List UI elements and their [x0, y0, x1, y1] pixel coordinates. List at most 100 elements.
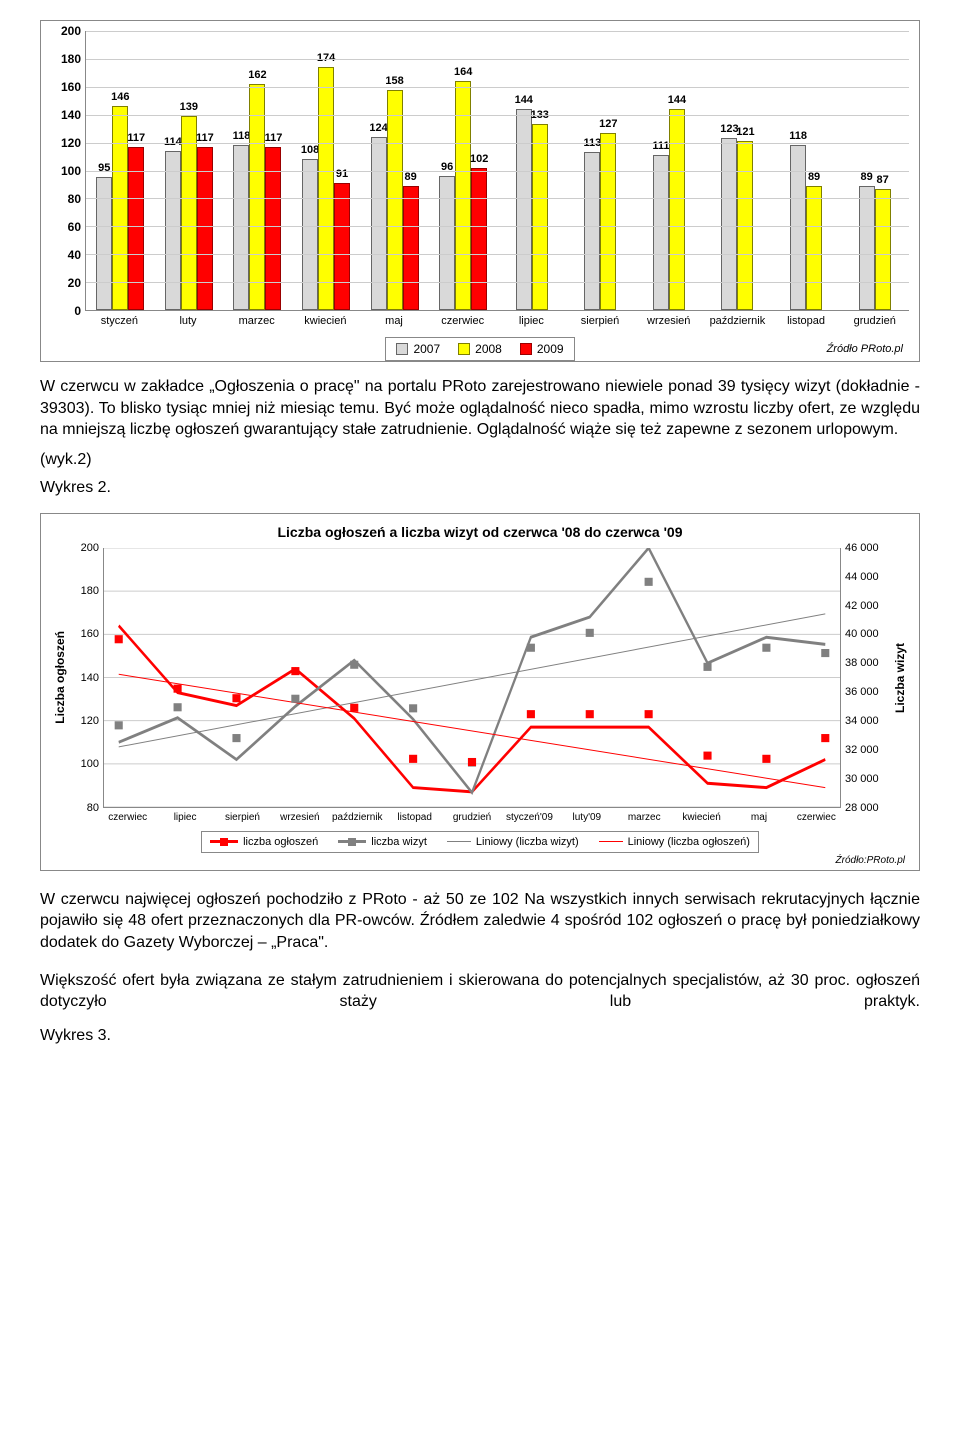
chart1-x-tick: sierpień: [566, 311, 635, 327]
chart-reference-wyk2: (wyk.2): [40, 451, 920, 469]
legend-item: liczba wizyt: [338, 836, 427, 848]
chart2-y-right-tick: 30 000: [845, 773, 879, 785]
paragraph-2: W czerwcu najwięcej ogłoszeń pochodziło …: [40, 889, 920, 954]
chart1-x-labels: styczeńlutymarzeckwiecieńmajczerwieclipi…: [85, 311, 909, 327]
bar: 89: [806, 186, 822, 310]
paragraph-1: W czerwcu w zakładce „Ogłoszenia o pracę…: [40, 376, 920, 441]
chart2-x-labels: czerwieclipiecsierpieńwrzesieńpaździerni…: [99, 808, 845, 823]
chart-reference-wykres3: Wykres 3.: [40, 1027, 920, 1045]
chart2-x-tick: czerwiec: [788, 808, 845, 823]
chart2-x-tick: styczeń'09: [501, 808, 558, 823]
bar: 144: [669, 109, 685, 310]
chart2-y-right-axis: 28 00030 00032 00034 00036 00038 00040 0…: [841, 548, 891, 808]
chart2-y-left-tick: 140: [81, 672, 99, 684]
bar: 111: [653, 155, 669, 310]
bar: 89: [403, 186, 419, 310]
bar: 87: [875, 189, 891, 310]
bar-value-label: 164: [454, 66, 472, 78]
chart2-x-tick: listopad: [386, 808, 443, 823]
bar-value-label: 146: [111, 91, 129, 103]
chart2-legend: liczba ogłoszeńliczba wizytLiniowy (licz…: [201, 831, 759, 853]
bar: 174: [318, 67, 334, 310]
chart2-y-right-tick: 34 000: [845, 715, 879, 727]
chart2-x-tick: maj: [730, 808, 787, 823]
bar: 108: [302, 159, 318, 310]
bar-value-label: 108: [301, 144, 319, 156]
chart1-x-tick: marzec: [222, 311, 291, 327]
bar-value-label: 139: [180, 101, 198, 113]
chart2-y-right-tick: 42 000: [845, 600, 879, 612]
legend-item: 2008: [458, 342, 502, 356]
chart1-x-tick: maj: [360, 311, 429, 327]
chart2-x-tick: luty'09: [558, 808, 615, 823]
chart1-x-tick: grudzień: [840, 311, 909, 327]
chart1-y-tick: 140: [61, 108, 81, 122]
chart2-x-tick: kwiecień: [673, 808, 730, 823]
bar: 127: [600, 133, 616, 310]
chart2-y-left-label: Liczba ogłoszeń: [51, 631, 69, 724]
chart2-y-left-tick: 160: [81, 628, 99, 640]
chart1-x-tick: październik: [703, 311, 772, 327]
bar: 139: [181, 116, 197, 310]
chart2-y-right-label: Liczba wizyt: [891, 643, 909, 713]
bar-value-label: 95: [98, 162, 110, 174]
chart2-y-left-tick: 80: [87, 802, 99, 814]
bar-value-label: 124: [369, 122, 387, 134]
chart2-line-chart: Liczba ogłoszeń a liczba wizyt od czerwc…: [40, 513, 920, 871]
chart2-x-tick: lipiec: [156, 808, 213, 823]
bar-value-label: 89: [861, 171, 873, 183]
bar: 89: [859, 186, 875, 310]
bar-value-label: 144: [668, 94, 686, 106]
bar: 124: [371, 137, 387, 310]
bar-value-label: 121: [736, 126, 754, 138]
chart2-x-tick: sierpień: [214, 808, 271, 823]
bar: 113: [584, 152, 600, 310]
chart2-y-left-axis: 80100120140160180200: [69, 548, 103, 808]
bar: 114: [165, 151, 181, 310]
chart1-y-tick: 180: [61, 52, 81, 66]
chart1-y-axis: 020406080100120140160180200: [51, 31, 85, 311]
chart1-plot-area: 9514611711413911711816211710817491124158…: [85, 31, 909, 311]
legend-item: 2009: [520, 342, 564, 356]
bar-value-label: 87: [877, 174, 889, 186]
chart2-y-right-tick: 46 000: [845, 542, 879, 554]
chart1-y-tick: 120: [61, 136, 81, 150]
chart1-x-tick: kwiecień: [291, 311, 360, 327]
bar: 158: [387, 90, 403, 310]
chart1-y-tick: 100: [61, 164, 81, 178]
bar-value-label: 102: [470, 153, 488, 165]
chart1-x-tick: wrzesień: [634, 311, 703, 327]
chart-reference-wykres2: Wykres 2.: [40, 479, 920, 497]
chart1-x-tick: listopad: [772, 311, 841, 327]
chart2-y-left-tick: 100: [81, 758, 99, 770]
bar-value-label: 118: [789, 130, 807, 142]
chart2-title: Liczba ogłoszeń a liczba wizyt od czerwc…: [51, 524, 909, 540]
chart2-y-right-tick: 44 000: [845, 571, 879, 583]
bar: 96: [439, 176, 455, 310]
chart1-x-tick: lipiec: [497, 311, 566, 327]
bar: 123: [721, 138, 737, 310]
chart2-y-left-tick: 120: [81, 715, 99, 727]
chart2-y-right-tick: 28 000: [845, 802, 879, 814]
chart1-y-tick: 200: [61, 24, 81, 38]
chart1-y-tick: 20: [68, 276, 81, 290]
bar-value-label: 158: [385, 75, 403, 87]
legend-item: 2007: [396, 342, 440, 356]
chart2-x-tick: marzec: [616, 808, 673, 823]
bar-value-label: 144: [515, 94, 533, 106]
bar-value-label: 89: [808, 171, 820, 183]
bar: 162: [249, 84, 265, 310]
bar: 146: [112, 106, 128, 310]
chart2-y-right-tick: 40 000: [845, 628, 879, 640]
chart2-x-tick: październik: [329, 808, 386, 823]
bar-value-label: 118: [233, 130, 251, 142]
chart1-y-tick: 80: [68, 192, 81, 206]
chart2-source: Źródło:PRoto.pl: [51, 855, 909, 866]
chart1-legend: 2007 2008 2009: [385, 337, 574, 361]
bar: 95: [96, 177, 112, 310]
chart1-x-tick: styczeń: [85, 311, 154, 327]
legend-item: Liniowy (liczba ogłoszeń): [599, 836, 750, 848]
chart2-plot-area: [103, 548, 841, 808]
chart2-y-right-tick: 38 000: [845, 657, 879, 669]
chart1-y-tick: 0: [74, 304, 81, 318]
